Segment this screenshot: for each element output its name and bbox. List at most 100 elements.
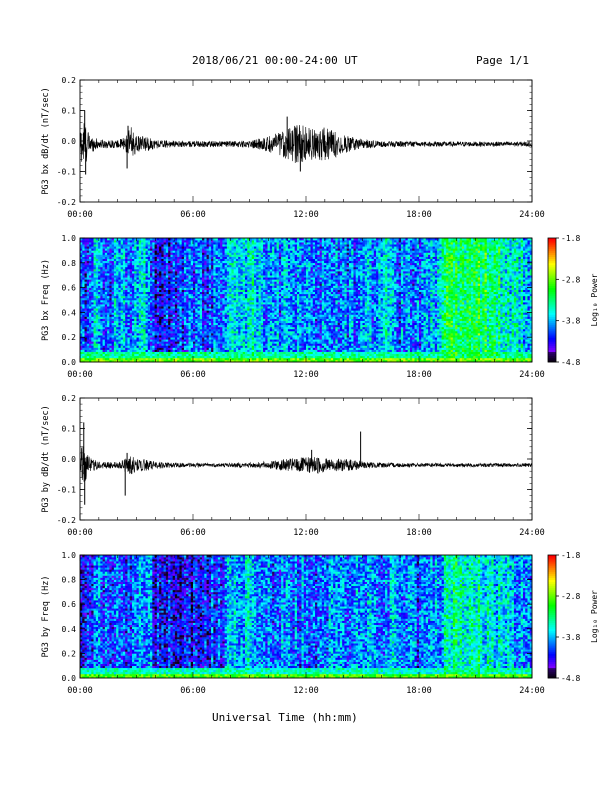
heatmap-cell <box>103 259 106 261</box>
heatmap-cell <box>127 348 130 350</box>
heatmap-cell <box>125 275 128 277</box>
heatmap-cell <box>91 331 94 333</box>
heatmap-cell <box>82 252 85 254</box>
heatmap-cell <box>116 300 119 302</box>
heatmap-cell <box>134 277 137 279</box>
heatmap-cell <box>87 244 90 246</box>
heatmap-cell <box>112 246 115 248</box>
heatmap-cell <box>116 314 119 316</box>
heatmap-cell <box>130 275 133 277</box>
heatmap-cell <box>103 273 106 275</box>
heatmap-cell <box>137 325 140 327</box>
heatmap-cell <box>146 341 149 343</box>
heatmap-cell <box>143 242 146 244</box>
heatmap-cell <box>91 306 94 308</box>
heatmap-cell <box>121 317 124 319</box>
heatmap-cell <box>141 321 144 323</box>
heatmap-cell <box>85 306 88 308</box>
heatmap-cell <box>87 352 90 354</box>
heatmap-cell <box>82 323 85 325</box>
heatmap-cell <box>107 242 110 244</box>
heatmap-cell <box>109 317 112 319</box>
heatmap-cell <box>114 341 117 343</box>
heatmap-cell <box>143 341 146 343</box>
heatmap-cell <box>116 341 119 343</box>
heatmap-cell <box>98 263 101 265</box>
heatmap-cell <box>107 286 110 288</box>
heatmap-cell <box>114 248 117 250</box>
heatmap-cell <box>118 248 121 250</box>
heatmap-cell <box>139 248 142 250</box>
heatmap-cell <box>105 257 108 259</box>
heatmap-cell <box>130 335 133 337</box>
heatmap-cell <box>112 321 115 323</box>
heatmap-cell <box>116 312 119 314</box>
heatmap-cell <box>114 325 117 327</box>
heatmap-cell <box>91 308 94 310</box>
heatmap-cell <box>82 294 85 296</box>
heatmap-cell <box>100 333 103 335</box>
heatmap-cell <box>94 310 97 312</box>
heatmap-cell <box>96 288 99 290</box>
heatmap-cell <box>134 250 137 252</box>
heatmap-cell <box>87 304 90 306</box>
heatmap-cell <box>134 314 137 316</box>
heatmap-cell <box>123 269 126 271</box>
heatmap-cell <box>112 341 115 343</box>
heatmap-cell <box>123 275 126 277</box>
heatmap-cell <box>130 277 133 279</box>
heatmap-cell <box>146 325 149 327</box>
heatmap-cell <box>118 343 121 345</box>
heatmap-cell <box>139 240 142 242</box>
heatmap-cell <box>91 341 94 343</box>
heatmap-cell <box>87 296 90 298</box>
heatmap-cell <box>121 246 124 248</box>
heatmap-cell <box>127 259 130 261</box>
heatmap-cell <box>116 242 119 244</box>
heatmap-cell <box>103 242 106 244</box>
heatmap-cell <box>109 248 112 250</box>
heatmap-cell <box>98 302 101 304</box>
heatmap-cell <box>103 261 106 263</box>
heatmap-cell <box>137 246 140 248</box>
heatmap-cell <box>100 325 103 327</box>
heatmap-cell <box>87 325 90 327</box>
heatmap-cell <box>87 240 90 242</box>
heatmap-cell <box>107 248 110 250</box>
heatmap-cell <box>82 304 85 306</box>
heatmap-cell <box>100 319 103 321</box>
heatmap-cell <box>134 281 137 283</box>
heatmap-cell <box>116 323 119 325</box>
heatmap-cell <box>87 306 90 308</box>
heatmap-cell <box>94 321 97 323</box>
heatmap-cell <box>107 271 110 273</box>
heatmap-cell <box>112 350 115 352</box>
heatmap-cell <box>103 352 106 354</box>
heatmap-cell <box>116 294 119 296</box>
heatmap-cell <box>98 312 101 314</box>
heatmap-cell <box>103 286 106 288</box>
heatmap-cell <box>116 292 119 294</box>
heatmap-cell <box>116 339 119 341</box>
heatmap-cell <box>130 325 133 327</box>
heatmap-cell <box>85 325 88 327</box>
heatmap-cell <box>114 269 117 271</box>
heatmap-cell <box>132 354 135 356</box>
heatmap-cell <box>96 281 99 283</box>
heatmap-cell <box>139 339 142 341</box>
heatmap-cell <box>134 306 137 308</box>
heatmap-cell <box>105 358 108 360</box>
heatmap-cell <box>139 345 142 347</box>
x-tick-label: 12:00 <box>293 210 319 220</box>
heatmap-cell <box>103 294 106 296</box>
heatmap-cell <box>89 275 92 277</box>
heatmap-cell <box>137 281 140 283</box>
heatmap-cell <box>94 341 97 343</box>
heatmap-cell <box>123 352 126 354</box>
heatmap-cell <box>107 335 110 337</box>
heatmap-cell <box>114 335 117 337</box>
heatmap-cell <box>91 250 94 252</box>
heatmap-cell <box>94 327 97 329</box>
heatmap-cell <box>100 306 103 308</box>
heatmap-cell <box>137 348 140 350</box>
